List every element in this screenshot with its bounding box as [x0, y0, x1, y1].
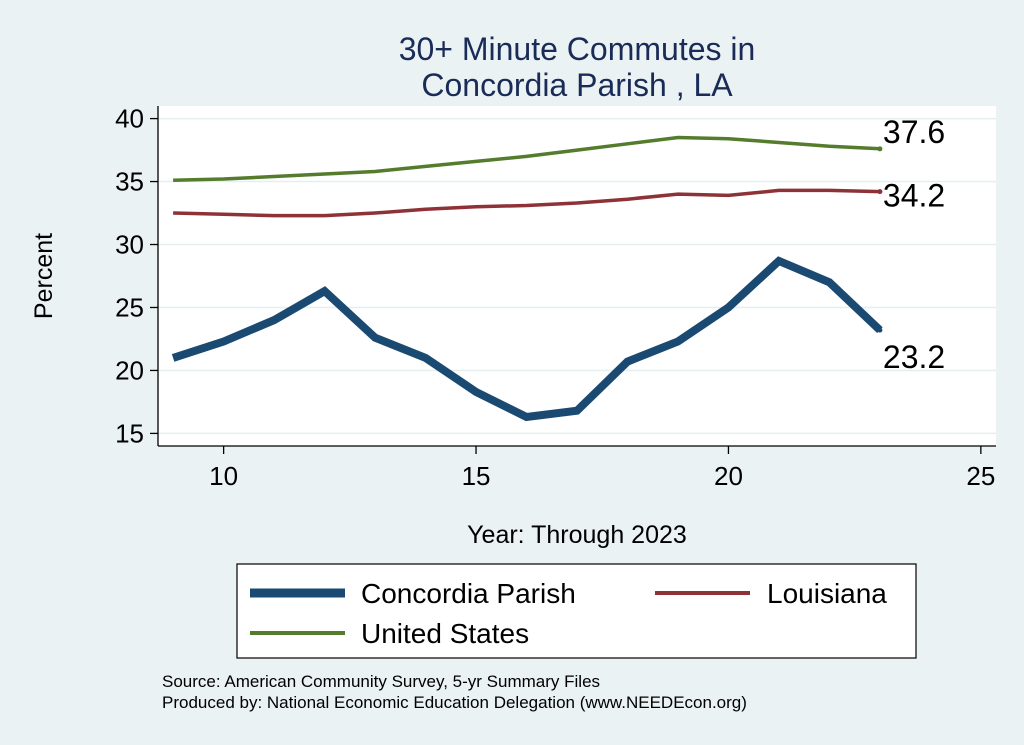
y-tick-label-35: 35 — [115, 167, 144, 197]
end-point-united-states — [877, 146, 883, 152]
y-axis-title: Percent — [30, 233, 58, 319]
legend-box — [236, 563, 917, 659]
source-note: Source: American Community Survey, 5-yr … — [162, 672, 600, 691]
y-tick-label-30: 30 — [115, 230, 144, 260]
series-line-united-states — [173, 135, 880, 183]
axes: 15 20 25 30 35 40 10 15 20 25 — [115, 104, 996, 491]
chart-title-line-2: Concordia Parish , LA — [421, 67, 733, 103]
series-line-louisiana — [173, 188, 880, 218]
legend-label-united-states: United States — [361, 618, 529, 649]
end-point-concordia-parish — [877, 327, 883, 333]
x-tick-label-20: 20 — [714, 461, 743, 491]
y-tick-label-20: 20 — [115, 355, 144, 385]
x-tick-label-25: 25 — [966, 461, 995, 491]
x-tick-label-15: 15 — [462, 461, 491, 491]
end-point-louisiana — [877, 189, 883, 195]
end-label-concordia-parish: 23.2 — [883, 339, 945, 375]
x-axis-title: Year: Through 2023 — [467, 521, 687, 549]
series-line-concordia-parish — [171, 256, 883, 422]
plot-area — [158, 106, 996, 446]
producer-note: Produced by: National Economic Education… — [162, 693, 747, 712]
x-tick-label-10: 10 — [209, 461, 238, 491]
y-tick-label-40: 40 — [115, 104, 144, 134]
series-lines — [171, 135, 883, 422]
end-label-united-states: 37.6 — [883, 114, 945, 150]
chart-title-line-1: 30+ Minute Commutes in — [399, 31, 756, 67]
y-tick-label-15: 15 — [115, 418, 144, 448]
legend-label-louisiana: Louisiana — [767, 578, 887, 609]
y-tick-label-25: 25 — [115, 292, 144, 322]
legend-label-concordia: Concordia Parish — [361, 578, 576, 609]
end-labels: 23.2 34.2 37.6 — [883, 114, 945, 375]
end-label-louisiana: 34.2 — [883, 178, 945, 214]
